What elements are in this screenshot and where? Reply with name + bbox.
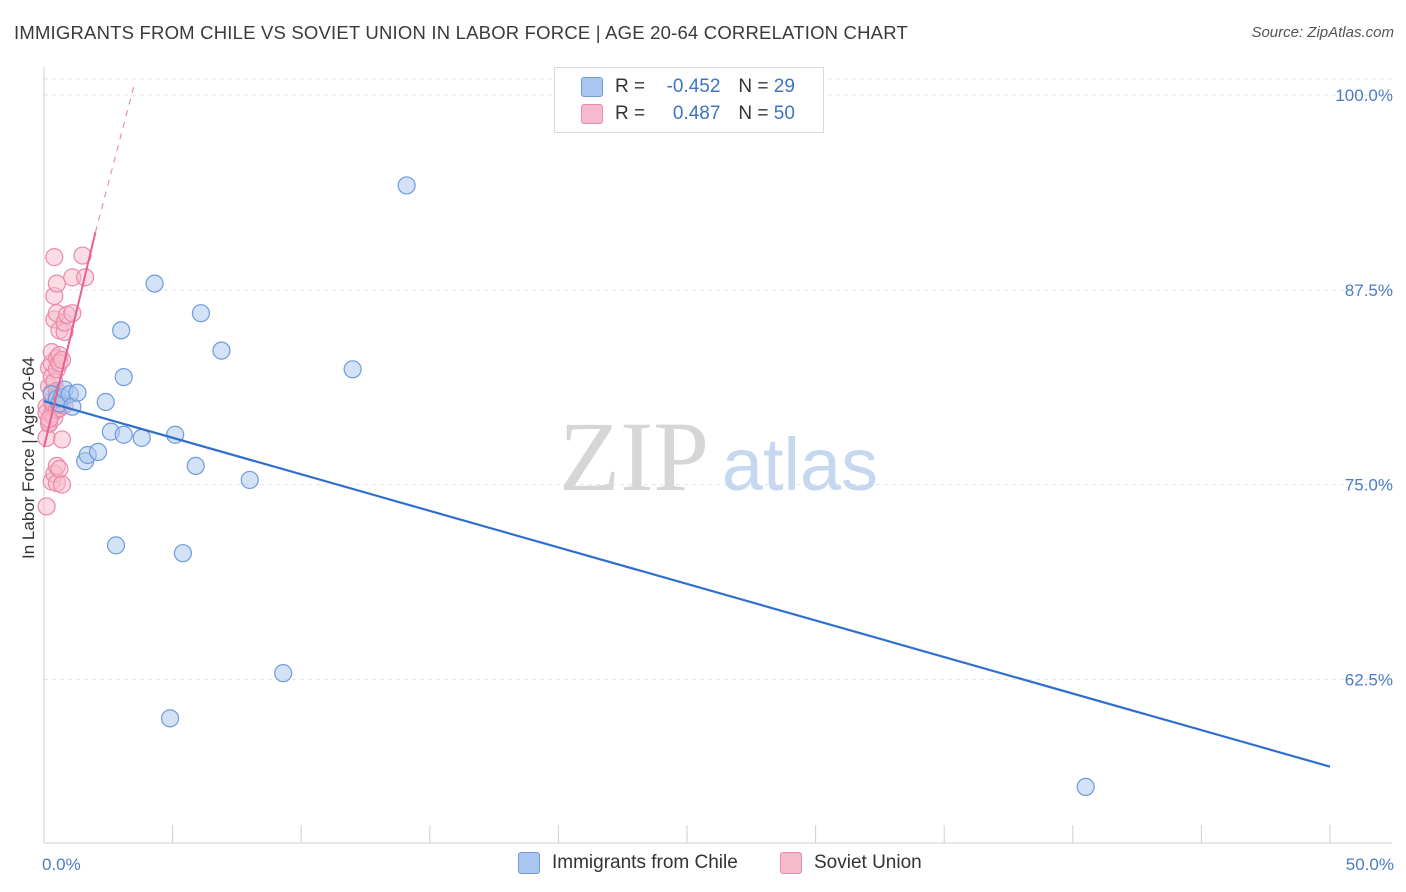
legend-item-soviet-union[interactable]: Soviet Union — [780, 852, 922, 874]
chile-point — [274, 664, 293, 683]
soviet-union-trendline — [94, 85, 135, 233]
chile-point — [96, 392, 115, 412]
legend-row-chile: R = -0.452 N = 29 — [581, 74, 795, 100]
chile-point — [173, 544, 192, 563]
soviet-union-point — [37, 497, 56, 516]
soviet-union-point — [52, 430, 72, 449]
axes — [43, 67, 1392, 844]
watermark-zip: ZIP — [559, 401, 709, 512]
chile-point — [145, 274, 164, 293]
correlation-legend: R = -0.452 N = 29 R = 0.487 N = 50 — [554, 67, 824, 133]
y-tick-labels: 100.0% 87.5% 75.0% 62.5% — [1335, 86, 1393, 689]
soviet-union-point — [45, 248, 64, 267]
legend-swatch-soviet-union — [780, 852, 802, 874]
legend-label-soviet-union: Soviet Union — [814, 852, 922, 873]
chile-point — [1076, 777, 1095, 797]
chile-point — [191, 304, 210, 323]
source-label: Source: ZipAtlas.com — [1251, 24, 1394, 41]
legend-r-value-chile: -0.452 — [666, 76, 721, 97]
trendlines — [43, 85, 1331, 768]
chile-point — [240, 470, 259, 490]
chile-trendline — [43, 400, 1331, 768]
chile-point — [160, 709, 180, 728]
legend-label-chile: Immigrants from Chile — [552, 852, 738, 873]
soviet-union-trendline — [43, 231, 97, 448]
chile-point — [114, 367, 133, 387]
series-legend: Immigrants from Chile Soviet Union — [0, 852, 1406, 878]
chile-point — [212, 341, 231, 360]
legend-n-value-soviet-union: 50 — [773, 103, 795, 124]
chile-point — [397, 176, 416, 195]
legend-r-value-soviet-union: 0.487 — [672, 103, 721, 124]
y-tick-label: 62.5% — [1345, 670, 1393, 689]
chart-title: IMMIGRANTS FROM CHILE VS SOVIET UNION IN… — [14, 22, 908, 43]
chile-point — [68, 383, 87, 402]
soviet-union-point — [73, 246, 92, 265]
chile-point — [114, 425, 133, 444]
chile-point — [132, 428, 151, 447]
legend-n-label: N = — [738, 103, 769, 124]
soviet-union-point — [52, 350, 72, 370]
legend-swatch-chile — [518, 852, 540, 874]
x-tick-label: 0.0% — [42, 855, 81, 874]
legend-r-label: R = — [615, 103, 646, 124]
soviet-union-point — [52, 475, 72, 494]
y-axis-label: In Labor Force | Age 20-64 — [19, 357, 38, 559]
chile-point — [106, 536, 126, 555]
legend-item-chile[interactable]: Immigrants from Chile — [518, 852, 738, 874]
chile-point — [112, 321, 131, 340]
legend-row-soviet-union: R = 0.487 N = 50 — [581, 101, 795, 127]
soviet-union-point — [50, 459, 69, 479]
series-immigrants-from-chile — [42, 176, 1095, 797]
watermark: ZIP atlas — [559, 401, 878, 512]
legend-swatch-soviet-union — [581, 104, 603, 124]
chile-point — [88, 442, 108, 461]
chile-point — [186, 456, 205, 476]
y-tick-label: 100.0% — [1335, 86, 1393, 105]
chile-point — [343, 360, 362, 379]
legend-n-value-chile: 29 — [773, 76, 795, 97]
watermark-atlas: atlas — [722, 423, 878, 506]
legend-r-label: R = — [615, 76, 646, 97]
y-tick-label: 75.0% — [1345, 476, 1393, 495]
legend-n-label: N = — [738, 76, 769, 97]
legend-swatch-chile — [581, 77, 603, 97]
x-tick-labels: 0.0% 50.0% — [42, 855, 1394, 874]
soviet-union-point — [47, 274, 66, 293]
x-tick-label: 50.0% — [1346, 855, 1394, 874]
y-tick-label: 87.5% — [1345, 281, 1393, 300]
grid-lines — [44, 78, 1392, 680]
